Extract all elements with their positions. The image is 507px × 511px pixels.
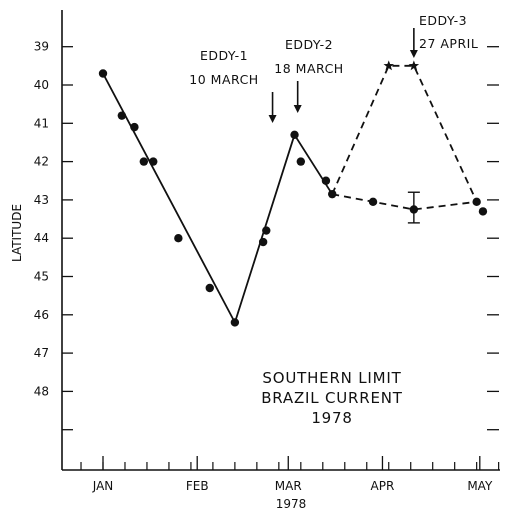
star-marker: [408, 60, 420, 71]
dashed-series-line: [332, 193, 477, 211]
plot-frame: [61, 10, 500, 471]
data-point: [262, 226, 271, 235]
annotations: EDDY-1 10 MARCH EDDY-2 18 MARCH EDDY-3 27 APR…: [189, 13, 478, 123]
eddy-label: EDDY-2: [285, 37, 333, 52]
data-point: [321, 176, 331, 185]
data-point: [174, 234, 183, 243]
eddy-label: EDDY-1: [200, 48, 248, 63]
data-point: [290, 130, 299, 139]
data-point: [296, 157, 306, 166]
data-point: [368, 197, 378, 207]
y-tick-label: 44: [34, 231, 49, 245]
y-tick-label: 39: [34, 40, 49, 54]
y-tick-label: 46: [34, 308, 49, 322]
x-tick-label: JAN: [92, 479, 114, 493]
x-tick-label: FEB: [186, 479, 209, 493]
eddy-arrow-head: [268, 115, 277, 123]
dashed-series-line: [331, 64, 484, 212]
y-tick-label: 47: [34, 346, 49, 360]
data-point: [139, 157, 149, 166]
y-tick-label: 48: [34, 384, 49, 398]
y-tick-label: 43: [34, 193, 49, 207]
data-markers: [98, 60, 488, 327]
data-point: [117, 111, 127, 120]
eddy-arrow-head: [409, 50, 418, 58]
chart-title-line-2: BRAZIL CURRENT: [261, 389, 403, 407]
eddy-label: 27 APRIL: [419, 36, 478, 51]
data-point: [149, 157, 158, 166]
eddy-label: EDDY-3: [419, 13, 467, 28]
chart-title-line-3: 1978: [311, 409, 352, 427]
data-point: [478, 207, 488, 216]
data-point: [130, 122, 139, 132]
star-marker: [383, 60, 394, 71]
data-point: [230, 318, 240, 327]
y-tick-label: 42: [34, 155, 49, 169]
x-axis-label: 1978: [276, 497, 307, 511]
x-tick-label: MAY: [467, 479, 493, 493]
data-point: [328, 189, 337, 199]
series-lines: [102, 64, 484, 324]
x-tick-label: APR: [371, 479, 395, 493]
data-point: [258, 237, 268, 247]
eddy-arrow-head: [293, 105, 302, 113]
y-tick-label: 41: [34, 116, 49, 130]
x-tick-label: MAR: [275, 479, 302, 493]
data-point: [98, 69, 108, 78]
eddy-label: 18 MARCH: [274, 61, 343, 76]
axis-ticks: 39 40 41 42 43 44 45 46 47 48 JAN FEB MAR APR MAY: [34, 40, 500, 493]
y-tick-label: 40: [34, 78, 49, 92]
data-point: [205, 283, 214, 293]
chart-title-line-1: SOUTHERN LIMIT: [262, 369, 401, 387]
y-axis-label: LATITUDE: [10, 204, 24, 262]
y-tick-label: 45: [34, 270, 49, 284]
data-point: [472, 197, 481, 207]
eddy-label: 10 MARCH: [189, 72, 258, 87]
